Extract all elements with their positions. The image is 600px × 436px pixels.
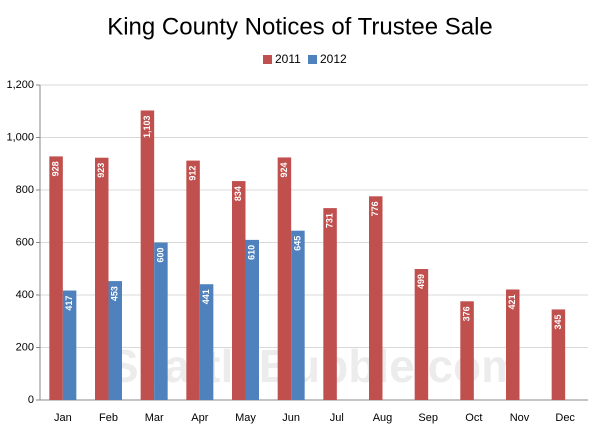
- value-label: 928: [50, 161, 60, 176]
- value-label: 421: [507, 294, 517, 309]
- value-label: 610: [247, 245, 257, 260]
- y-tick-label: 1,200: [6, 79, 34, 91]
- x-tick-label: Jan: [54, 412, 72, 424]
- value-label: 912: [187, 166, 197, 181]
- y-tick-label: 200: [16, 341, 34, 353]
- x-tick-label: Aug: [373, 412, 393, 424]
- bar: [140, 110, 155, 401]
- x-tick-label: Jun: [282, 412, 300, 424]
- x-tick-label: Oct: [465, 412, 482, 424]
- bar: [323, 208, 337, 400]
- y-tick-label: 0: [28, 394, 34, 406]
- y-tick-label: 800: [16, 184, 34, 196]
- x-tick-label: Mar: [145, 412, 164, 424]
- value-label: 834: [233, 186, 243, 201]
- bar: [291, 230, 305, 400]
- x-tick-label: May: [235, 412, 256, 424]
- y-tick-label: 400: [16, 289, 34, 301]
- bar: [245, 239, 259, 400]
- bar: [414, 269, 429, 400]
- x-tick-label: Jul: [330, 412, 344, 424]
- bar: [369, 196, 383, 400]
- bar: [49, 156, 63, 400]
- x-tick-label: Sep: [418, 412, 438, 424]
- value-label: 417: [64, 296, 74, 311]
- bar: [232, 181, 246, 400]
- value-label: 441: [201, 289, 211, 304]
- value-label: 645: [292, 236, 302, 251]
- value-label: 453: [110, 286, 120, 301]
- bar: [154, 242, 168, 400]
- bar: [108, 281, 122, 400]
- legend-swatch: [263, 55, 272, 64]
- legend-label: 2012: [320, 52, 347, 66]
- value-label: 731: [324, 213, 334, 228]
- x-tick-label: Nov: [510, 412, 530, 424]
- bar: [506, 289, 520, 400]
- value-label: 499: [416, 274, 426, 289]
- bar: [199, 284, 214, 400]
- x-tick-label: Feb: [99, 412, 118, 424]
- watermark: SeattleBubble.com: [108, 340, 522, 392]
- x-tick-label: Apr: [191, 412, 208, 424]
- legend-label: 2011: [275, 52, 301, 66]
- y-tick-label: 1,000: [6, 131, 34, 143]
- bar: [95, 157, 109, 400]
- value-label: 600: [155, 248, 165, 263]
- bar: [460, 301, 474, 400]
- value-label: 1,103: [142, 115, 152, 138]
- bar: [62, 290, 77, 400]
- value-label: 924: [279, 162, 289, 177]
- legend-swatch: [308, 55, 317, 64]
- value-label: 376: [461, 306, 471, 321]
- value-label: 923: [96, 163, 106, 178]
- bar: [186, 160, 200, 400]
- chart-title: King County Notices of Trustee Sale: [107, 13, 493, 40]
- x-tick-label: Dec: [555, 412, 575, 424]
- bar: [551, 309, 566, 400]
- bar: [277, 157, 292, 400]
- value-label: 345: [553, 314, 563, 329]
- y-tick-label: 600: [16, 236, 34, 248]
- value-label: 776: [370, 201, 380, 216]
